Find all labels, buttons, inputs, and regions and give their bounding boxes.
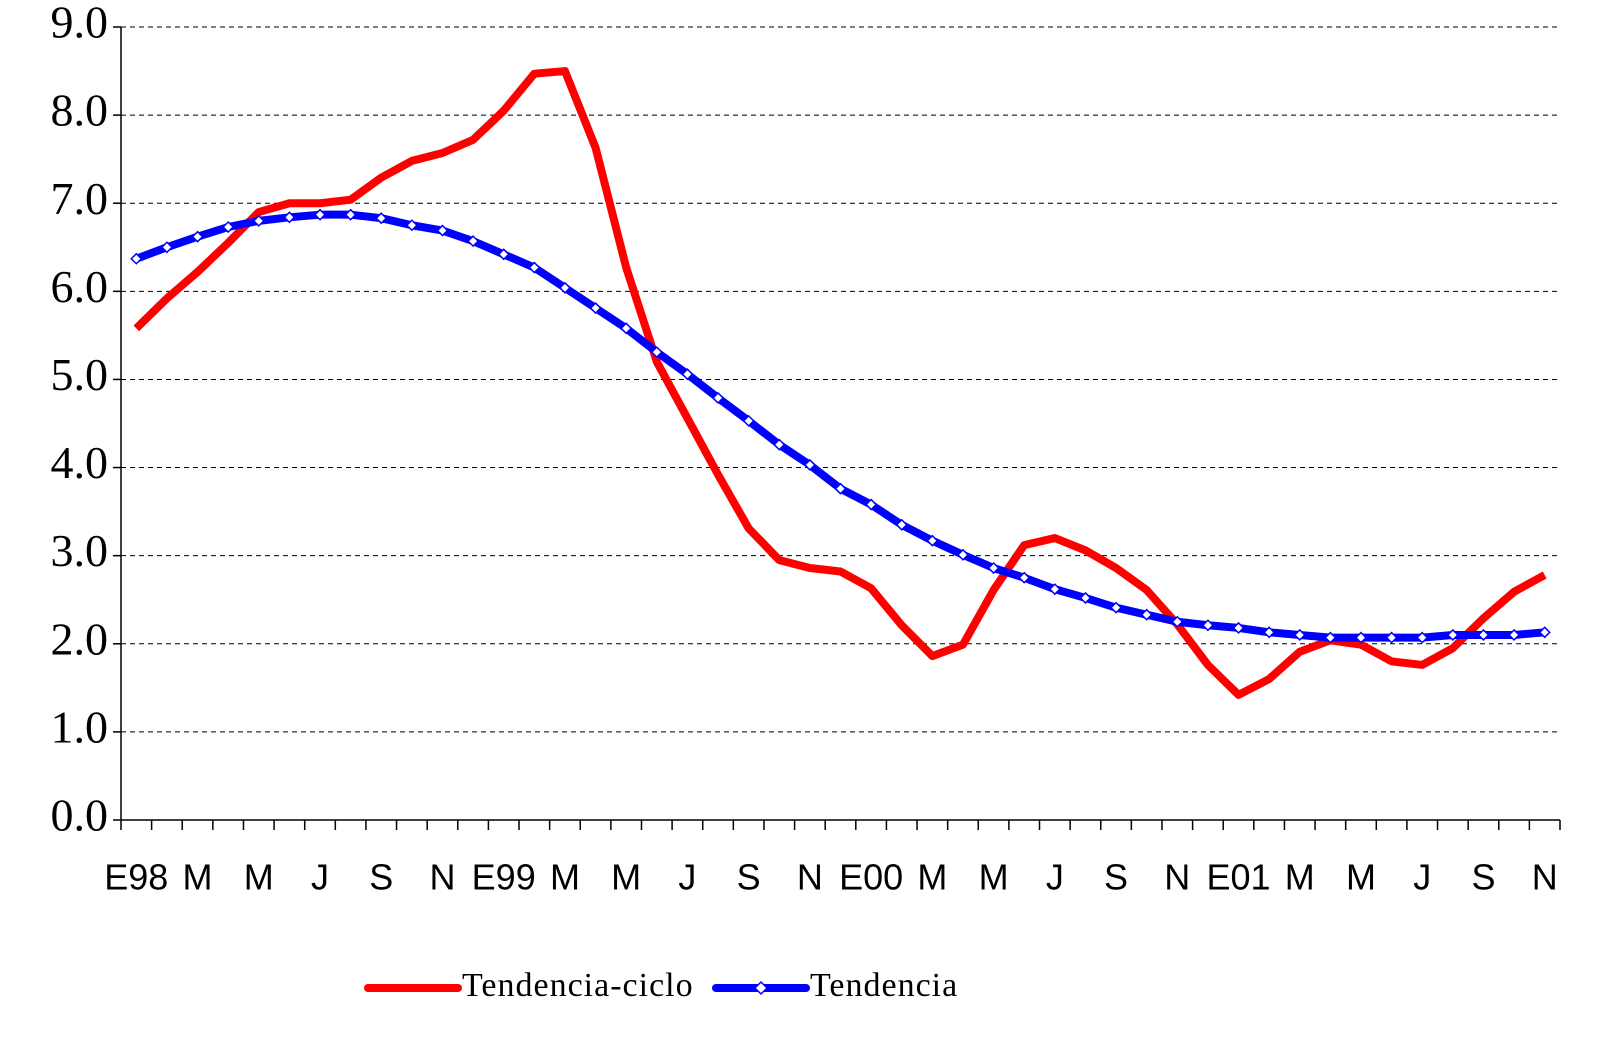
point-marker xyxy=(436,224,449,237)
point-marker xyxy=(160,241,173,254)
x-tick-label: N xyxy=(1532,857,1558,898)
x-tick-label: M xyxy=(244,857,274,898)
x-tick-label: M xyxy=(979,857,1009,898)
point-marker xyxy=(528,261,541,274)
x-tick-label: S xyxy=(1104,857,1128,898)
point-marker xyxy=(1385,631,1398,644)
point-marker xyxy=(742,414,755,427)
point-marker xyxy=(1109,601,1123,614)
x-tick-label: E98 xyxy=(104,857,168,898)
x-tick-label: E99 xyxy=(472,857,536,898)
x-tick-label: E00 xyxy=(839,857,903,898)
y-tick-label: 1.0 xyxy=(51,701,109,752)
series-line xyxy=(133,67,1547,699)
y-tick-label: 2.0 xyxy=(51,613,109,664)
x-tick-label: M xyxy=(550,857,580,898)
point-marker xyxy=(1171,615,1184,628)
x-tick-label: N xyxy=(797,857,823,898)
point-marker xyxy=(1416,631,1429,644)
x-tick-label: M xyxy=(1346,857,1376,898)
point-marker xyxy=(1232,621,1245,634)
point-marker xyxy=(1354,631,1368,644)
x-tick-label: M xyxy=(611,857,641,898)
point-marker xyxy=(558,281,572,294)
point-marker xyxy=(467,235,480,248)
x-tick-label: N xyxy=(429,857,455,898)
point-marker xyxy=(344,208,357,221)
legend-label: Tendencia-ciclo xyxy=(462,967,694,1004)
point-marker xyxy=(375,212,388,225)
x-tick-label: J xyxy=(1413,857,1431,898)
x-tick-label: S xyxy=(369,857,393,898)
point-marker xyxy=(1324,631,1337,644)
y-tick-label: 8.0 xyxy=(51,85,109,136)
point-marker xyxy=(1263,626,1276,639)
y-tick-label: 9.0 xyxy=(51,0,109,48)
point-marker xyxy=(1079,591,1092,605)
x-tick-label: S xyxy=(1471,857,1495,898)
point-marker xyxy=(650,346,663,359)
y-tick-label: 7.0 xyxy=(51,173,109,224)
point-marker xyxy=(130,252,143,265)
point-marker xyxy=(1293,628,1306,642)
legend-marker xyxy=(753,980,769,996)
x-tick-label: J xyxy=(1046,857,1064,898)
point-marker xyxy=(283,211,296,224)
point-marker xyxy=(895,518,908,531)
point-marker xyxy=(681,368,694,381)
point-marker xyxy=(1538,626,1551,639)
point-marker xyxy=(1477,628,1490,642)
point-marker xyxy=(711,391,725,405)
point-marker xyxy=(1048,583,1061,596)
y-tick-label: 5.0 xyxy=(51,349,109,400)
point-marker xyxy=(405,219,418,232)
x-tick-label: S xyxy=(737,857,761,898)
x-tick-label: E01 xyxy=(1206,857,1270,898)
x-tick-label: M xyxy=(917,857,947,898)
point-marker xyxy=(803,458,816,471)
x-tick-label: M xyxy=(1285,857,1315,898)
point-marker xyxy=(773,438,786,451)
point-marker xyxy=(987,561,1000,575)
x-tick-label: J xyxy=(678,857,696,898)
point-marker xyxy=(1508,628,1521,642)
y-tick-label: 3.0 xyxy=(51,525,109,576)
point-marker xyxy=(1201,619,1214,632)
point-marker xyxy=(865,498,878,511)
y-tick-label: 6.0 xyxy=(51,261,109,312)
point-marker xyxy=(313,208,327,221)
x-tick-label: J xyxy=(311,857,329,898)
legend-label: Tendencia xyxy=(810,967,958,1004)
x-tick-label: N xyxy=(1164,857,1190,898)
point-marker xyxy=(252,214,265,227)
y-tick-label: 4.0 xyxy=(51,437,109,488)
point-marker xyxy=(926,534,939,547)
point-marker xyxy=(222,220,235,234)
point-marker xyxy=(956,548,970,561)
point-marker xyxy=(620,322,633,335)
point-marker xyxy=(1018,571,1031,584)
point-marker xyxy=(497,248,510,261)
point-marker xyxy=(589,302,602,315)
x-tick-label: M xyxy=(183,857,213,898)
y-tick-label: 0.0 xyxy=(51,790,109,841)
point-marker xyxy=(1140,608,1153,621)
point-marker xyxy=(191,230,204,243)
point-marker xyxy=(1446,628,1459,642)
point-marker xyxy=(834,482,847,495)
